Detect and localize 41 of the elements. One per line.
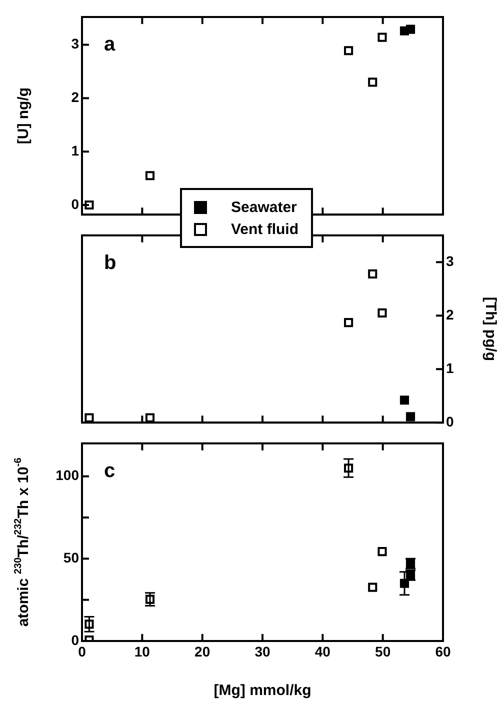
- y2-tick-label: 3: [446, 253, 454, 269]
- y-tick-label: 0: [71, 196, 80, 212]
- point: [368, 269, 378, 278]
- point: [344, 318, 354, 328]
- y-axis-title: atomic 230Th/232Th x 10-6: [12, 457, 32, 627]
- y2-axis-title: [Th] pg/g: [482, 296, 499, 362]
- point: [406, 412, 416, 422]
- y2-tick-label: 2: [446, 306, 454, 322]
- y-tick-label: 100: [56, 467, 80, 484]
- y-axis-title: [U] ng/g: [15, 87, 32, 144]
- x-tick-label: 50: [375, 643, 391, 660]
- y-tick-label: 0: [71, 632, 80, 648]
- point: [406, 24, 416, 34]
- y2-tick-label: 1: [446, 360, 454, 376]
- x-tick-label: 60: [435, 643, 451, 660]
- point: [378, 32, 387, 42]
- point: [378, 308, 387, 318]
- x-tick-label: 10: [134, 643, 150, 660]
- x-axis-title: [Mg] mmol/kg: [214, 682, 312, 700]
- legend-label: Vent fluid: [231, 220, 298, 238]
- point: [400, 396, 410, 405]
- y-tick-label: 50: [63, 550, 80, 566]
- annotation: b: [104, 252, 116, 274]
- y2-tick-label: 0: [446, 413, 454, 430]
- point: [145, 171, 155, 180]
- x-tick-label: 40: [314, 643, 331, 660]
- x-tick-label: 30: [254, 643, 270, 660]
- point: [368, 78, 378, 87]
- annotation: c: [104, 460, 116, 482]
- point: [344, 46, 354, 56]
- point: [378, 547, 387, 556]
- point: [84, 200, 94, 210]
- annotation: a: [104, 34, 116, 56]
- point: [368, 582, 378, 592]
- y-tick-label: 2: [71, 89, 80, 106]
- x-tick-label: 20: [194, 643, 210, 660]
- y-tick-label: 3: [71, 36, 80, 52]
- point: [145, 413, 155, 422]
- point: [84, 413, 94, 422]
- legend-label: Seawater: [231, 198, 297, 216]
- y-tick-label: 1: [71, 142, 80, 158]
